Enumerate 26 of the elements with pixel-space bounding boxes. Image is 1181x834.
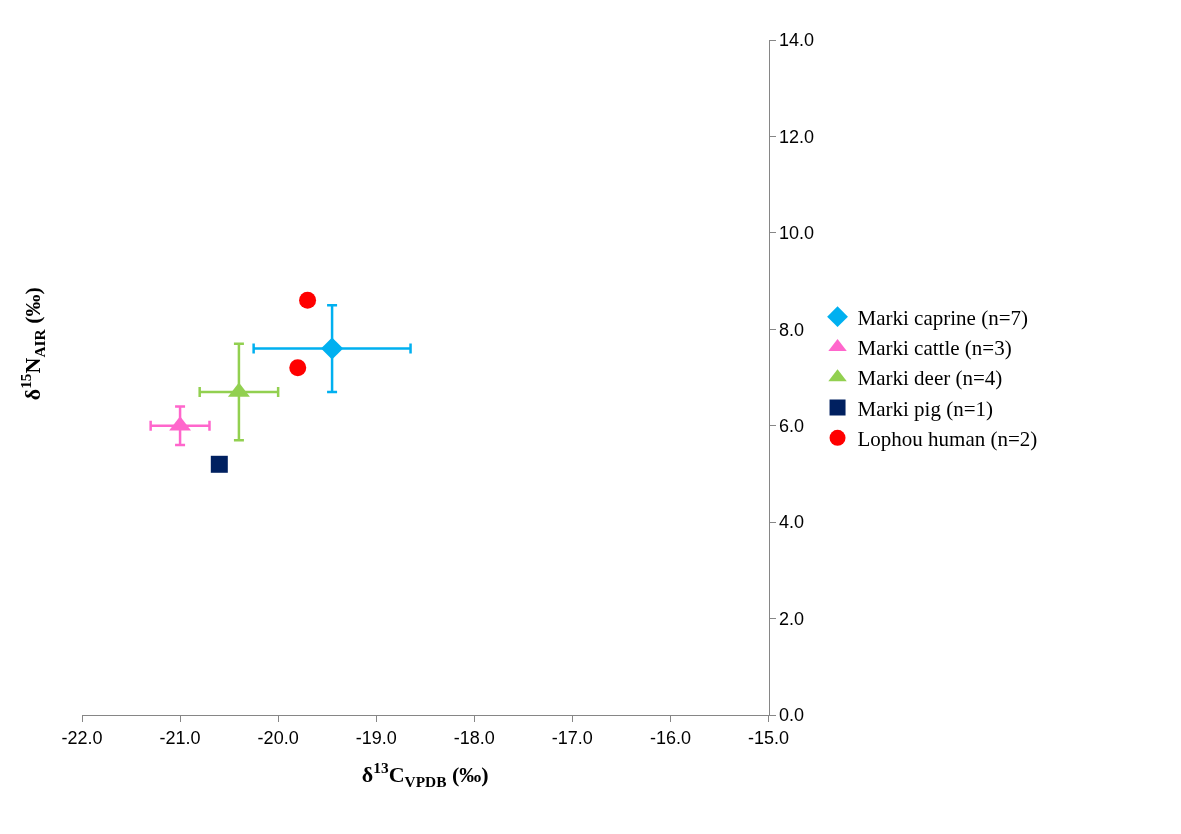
y-tick-label: 14.0 [779, 30, 815, 51]
point [210, 455, 228, 473]
x-tick-label: -16.0 [649, 727, 691, 748]
x-tick-label: -18.0 [453, 727, 495, 748]
x-tick-label: -21.0 [159, 727, 201, 748]
legend-label: Marki caprine (n=7) [857, 305, 1028, 330]
y-tick-label: 10.0 [779, 223, 815, 244]
legend-label: Marki cattle (n=3) [857, 336, 1012, 361]
y-tick-label: 8.0 [779, 319, 805, 340]
y-tick-label: 6.0 [779, 416, 805, 437]
x-tick-label: -17.0 [551, 727, 593, 748]
y-tick-label: 12.0 [779, 126, 815, 147]
x-tick-label: -19.0 [355, 727, 397, 748]
point [289, 359, 307, 377]
x-tick-label: -15.0 [747, 727, 790, 748]
legend-label: Marki deer (n=4) [857, 366, 1003, 391]
y-tick-label: 2.0 [779, 608, 805, 629]
x-axis-title: δ$^{13}$C$_{VPDB}$ (‰) [361, 759, 489, 791]
x-tick-label: -20.0 [257, 727, 299, 748]
point [321, 337, 344, 360]
y-tick-label: 0.0 [779, 705, 805, 726]
legend-label: Marki pig (n=1) [857, 396, 994, 421]
y-tick-label: 4.0 [779, 512, 805, 533]
point [299, 291, 317, 309]
x-tick-label: -22.0 [61, 727, 103, 748]
legend-label: Lophou human (n=2) [857, 427, 1038, 452]
